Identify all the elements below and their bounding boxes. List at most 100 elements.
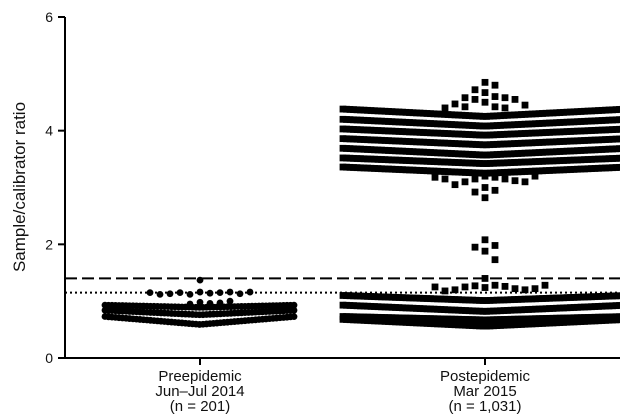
band-point [448,111,455,119]
band-point [444,149,452,157]
band-point [455,315,462,323]
band-point [392,156,399,164]
band-point [546,305,553,312]
band-point [577,165,585,173]
band-point [504,307,511,314]
band-point [448,321,455,328]
band-point [479,141,487,149]
data-point [236,290,244,298]
band-point [430,129,438,137]
band-point [392,137,399,145]
band-point [542,119,550,127]
band-point [490,169,497,177]
band-point [409,138,417,146]
band-point [385,118,392,125]
band-point [616,145,620,153]
band-point [560,128,567,136]
band-point [402,304,410,312]
band-point [535,295,543,303]
band-point [448,295,455,303]
band-point [378,127,385,135]
band-point [521,315,529,323]
band-point [588,155,595,163]
band-point [378,107,385,115]
band-point [357,135,364,143]
band-point [563,147,571,155]
band-point [378,293,385,301]
band-point [507,296,515,304]
band-point [486,112,494,120]
band-point [595,136,602,144]
band-point [493,322,501,329]
band-point [574,303,581,311]
band-point [462,169,469,176]
band-point [458,130,466,138]
band-point [518,120,525,128]
band-point [542,129,550,136]
band-point [591,317,599,325]
band-point [371,303,378,310]
band-point [381,314,389,321]
band-point [542,148,550,156]
band-point [357,302,364,310]
band-point [500,316,508,323]
band-point [423,157,431,165]
band-point [525,295,532,303]
band-point [455,111,462,119]
band-point [532,305,539,313]
band-point [567,318,574,326]
band-point [360,106,368,114]
band-point [574,314,581,322]
data-point [491,256,499,264]
data-point [216,299,224,307]
band-point [346,116,354,124]
band-point [556,314,564,322]
band-point [588,165,595,173]
band-point [360,126,368,134]
band-point [381,303,389,311]
band-point [465,150,473,158]
band-point [570,314,578,322]
band-point [385,318,392,325]
band-point [451,315,459,323]
band-point [556,138,564,145]
data-point [186,300,194,308]
band-point [374,165,382,172]
band-point [469,151,476,158]
band-point [343,105,350,113]
band-point [570,293,578,301]
band-point [609,106,616,114]
band-point [535,158,543,165]
band-point [511,159,518,166]
band-point [570,304,578,311]
band-point [402,314,410,322]
band-point [437,167,445,175]
band-point [490,151,497,159]
band-point [549,314,557,322]
band-point [392,127,399,135]
band-point [500,112,508,119]
x-category-label: (n = 201) [170,398,230,415]
band-point [399,128,406,135]
band-point [472,141,480,148]
band-point [413,314,420,322]
band-point [528,305,536,313]
band-point [399,314,406,322]
band-point [465,307,473,315]
band-point [525,167,532,175]
band-point [521,139,529,147]
band-point [518,306,525,314]
band-point [497,131,504,138]
band-point [339,154,347,162]
band-point [350,145,357,153]
band-point [378,317,385,325]
band-point [427,315,434,323]
band-point [434,167,441,175]
band-point [388,314,396,322]
band-point [525,149,532,157]
band-point [497,316,504,323]
band-point [553,119,560,127]
band-point [598,136,606,144]
band-point [521,320,529,328]
band-point [549,128,557,136]
